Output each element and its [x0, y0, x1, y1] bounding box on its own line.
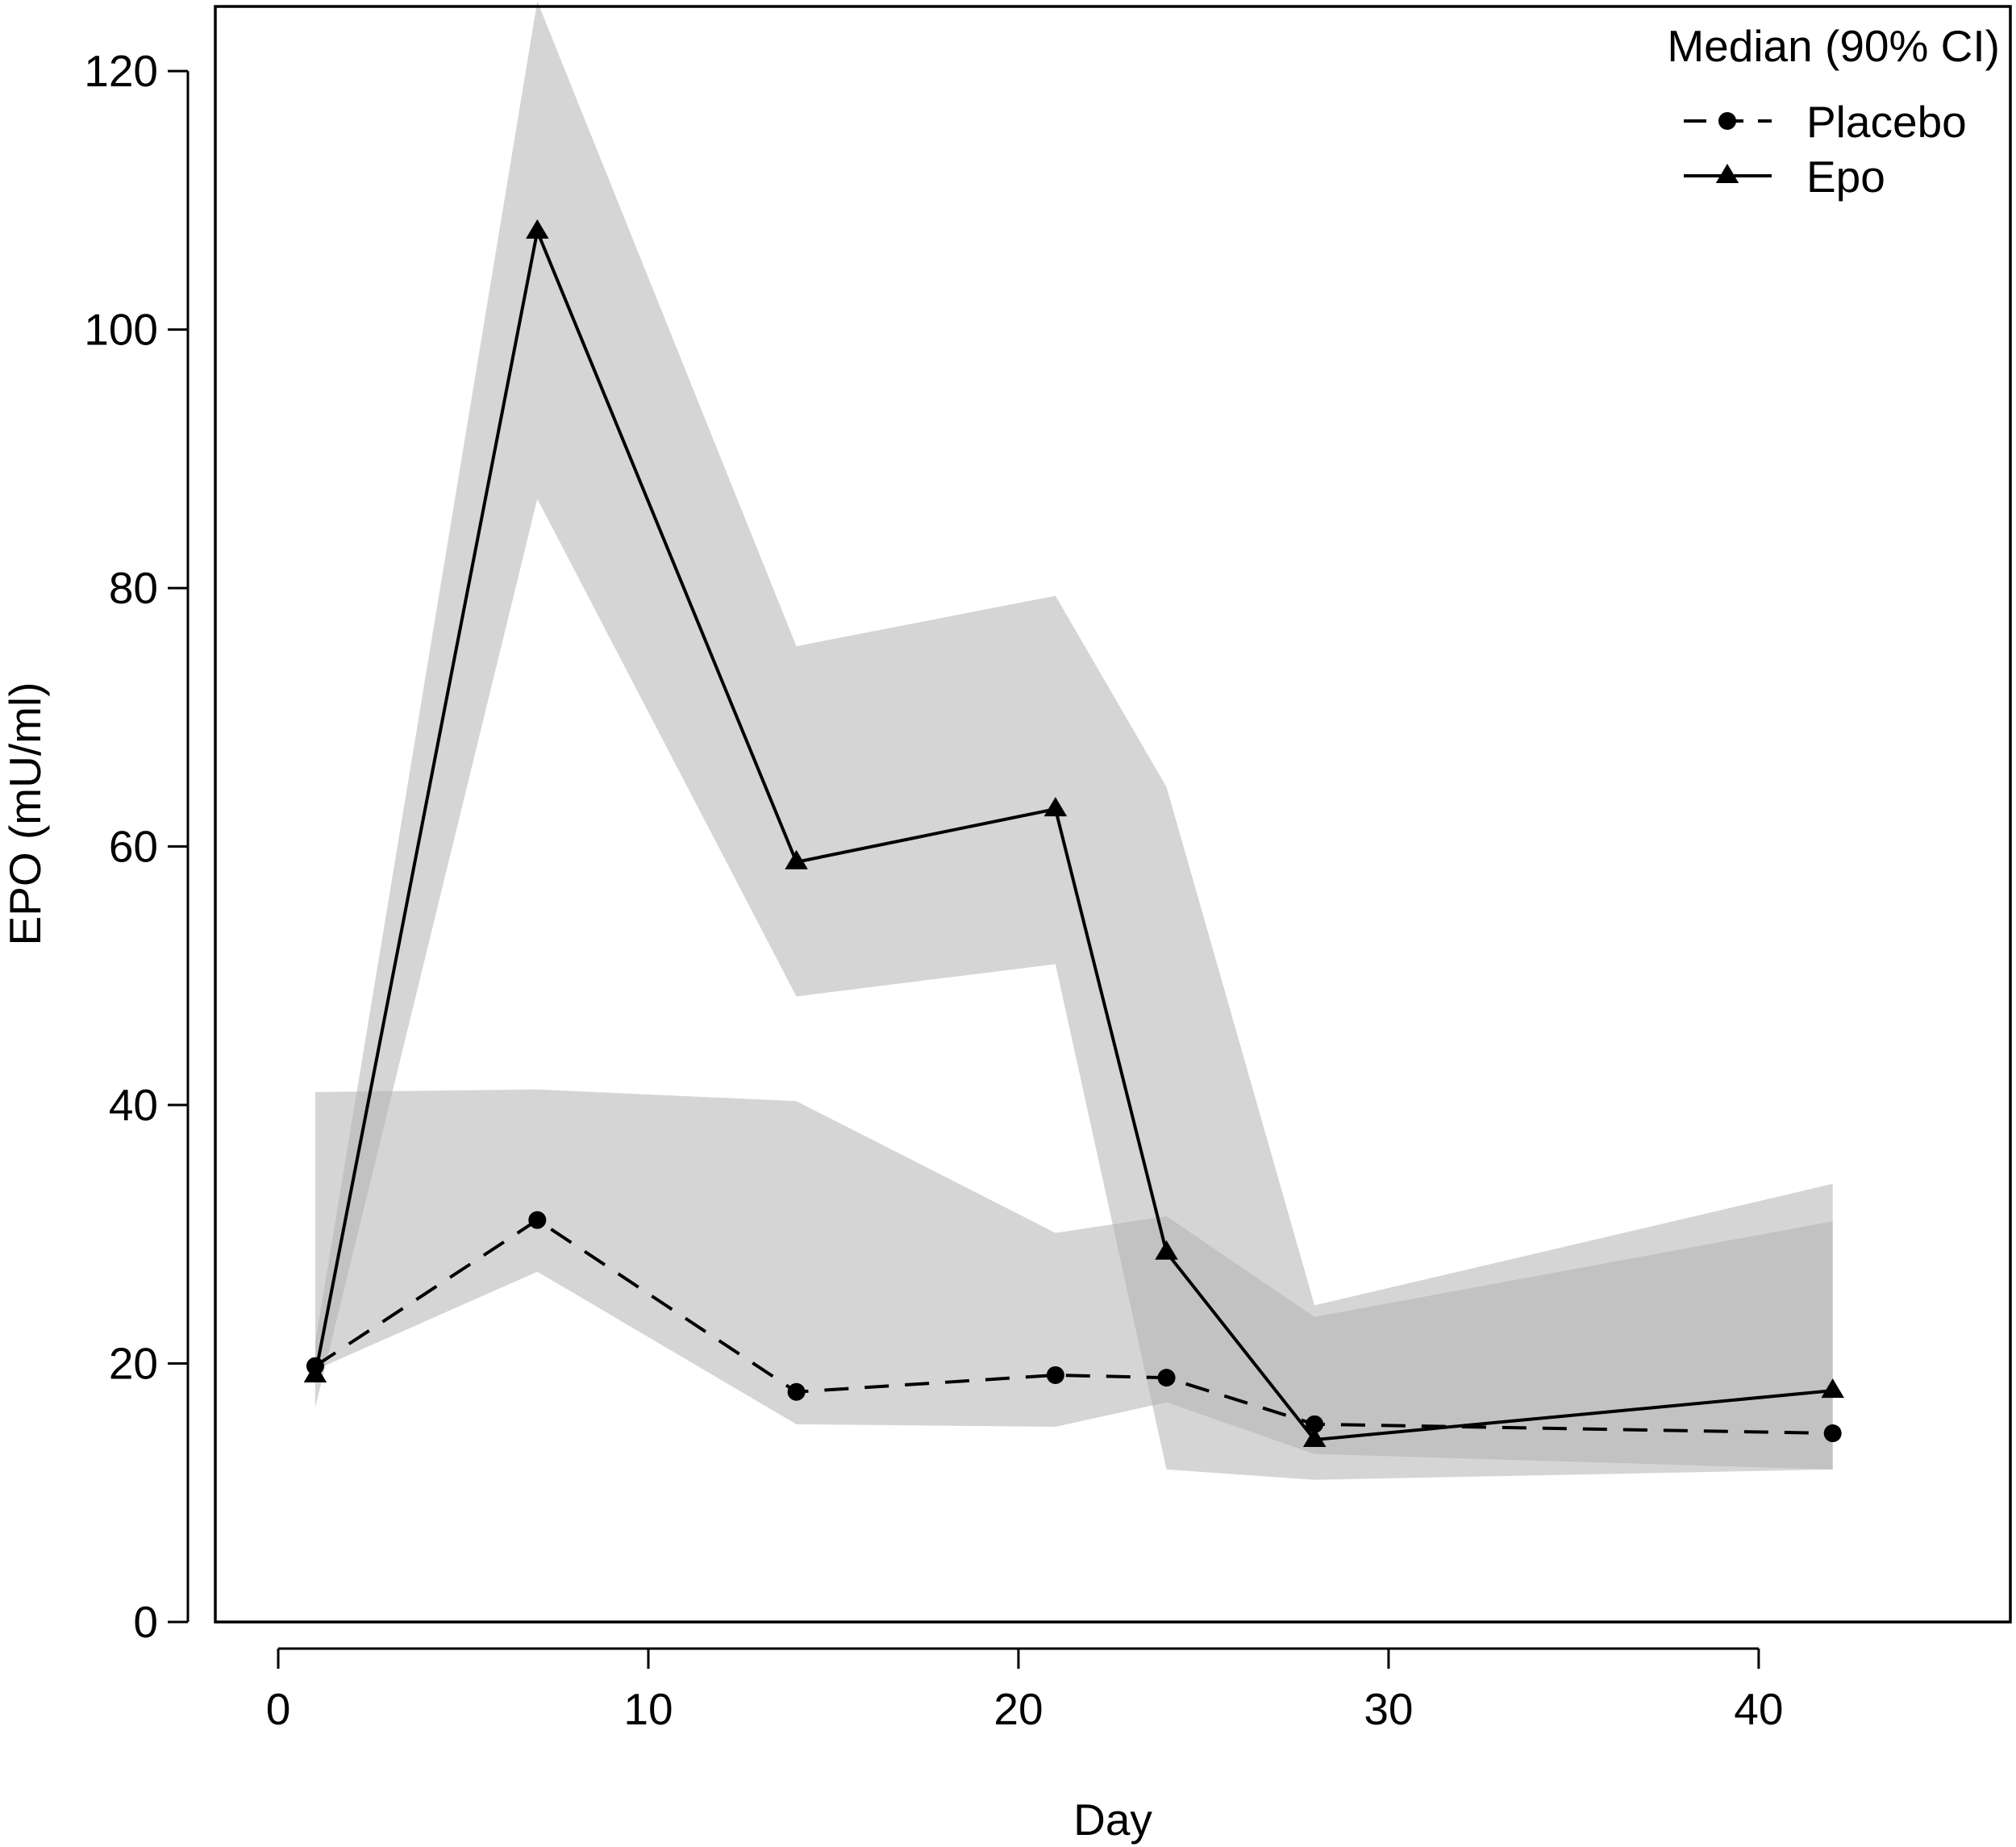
x-tick-label: 40: [1734, 1684, 1783, 1734]
placebo-point: [528, 1211, 547, 1229]
epo-point: [1302, 1428, 1327, 1448]
x-axis-title: Day: [1073, 1795, 1152, 1845]
placebo-point: [1046, 1365, 1064, 1384]
epo-ci-band: [314, 1, 1833, 1480]
plot-frame: [214, 5, 2012, 1624]
placebo-point: [1157, 1369, 1176, 1387]
series-markers: [303, 219, 1844, 1448]
epo-point: [303, 1362, 327, 1382]
epo-point: [785, 849, 808, 869]
legend-placebo-marker: [1718, 112, 1736, 130]
epo-point: [1043, 797, 1068, 817]
x-tick-label: 0: [266, 1684, 291, 1734]
placebo-point: [787, 1382, 806, 1401]
y-tick-label: 40: [109, 1080, 158, 1130]
x-axis: 0 10 20 30 40: [266, 1647, 1783, 1734]
y-tick-label: 100: [84, 305, 158, 355]
placebo-point: [1306, 1415, 1324, 1433]
ci-bands: [314, 1, 1833, 1480]
y-tick-label: 0: [133, 1597, 158, 1647]
y-tick-label: 20: [109, 1339, 158, 1389]
y-axis-title: EPO (mU/ml): [0, 682, 50, 946]
y-tick-label: 80: [109, 563, 158, 613]
epo-point: [526, 219, 549, 239]
x-tick-label: 20: [993, 1684, 1043, 1734]
epo-point: [1155, 1240, 1178, 1260]
legend-epo-label: Epo: [1806, 152, 1885, 202]
legend-title: Median (90% CI): [1667, 21, 2000, 71]
legend-epo-marker: [1715, 164, 1739, 183]
epo-point: [1821, 1378, 1844, 1399]
placebo-point: [1823, 1424, 1842, 1443]
y-tick-label: 120: [84, 46, 158, 96]
x-tick-label: 30: [1364, 1684, 1413, 1734]
y-axis: 0 20 40 60 80 100 120: [84, 46, 190, 1647]
x-tick-label: 10: [623, 1684, 673, 1734]
y-tick-label: 60: [109, 822, 158, 872]
legend-placebo-label: Placebo: [1806, 97, 1967, 147]
